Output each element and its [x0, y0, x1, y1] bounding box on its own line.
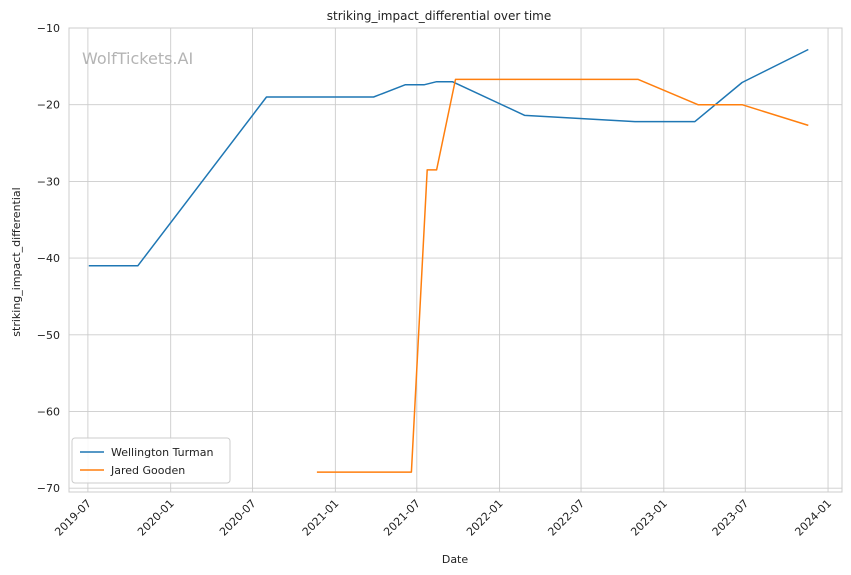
y-tick-label: −10 — [37, 22, 60, 35]
series-line-jared-gooden — [316, 78, 809, 473]
legend-label-jared-gooden: Jared Gooden — [110, 464, 185, 477]
plot-area-border — [68, 27, 843, 493]
x-tick-label: 2020-07 — [217, 497, 259, 539]
plot-frame — [68, 27, 843, 493]
y-axis-ticks: −10 −20 −30 −40 −50 −60 −70 — [37, 22, 60, 495]
x-tick-label: 2021-01 — [300, 497, 342, 539]
legend-box — [71, 437, 231, 484]
x-tick-label: 2024-01 — [792, 497, 834, 539]
y-tick-label: −60 — [37, 405, 60, 418]
y-tick-label: −50 — [37, 329, 60, 342]
x-tick-label: 2022-07 — [545, 497, 587, 539]
series-line-wellington-turman — [88, 48, 809, 267]
x-tick-label: 2021-07 — [381, 497, 423, 539]
y-tick-label: −20 — [37, 99, 60, 112]
grid-layer — [69, 27, 842, 492]
x-tick-label: 2019-07 — [52, 497, 94, 539]
x-axis-ticks: 2019-07 2020-01 2020-07 2021-01 2021-07 2022-… — [52, 497, 834, 539]
watermark-text: WolfTickets.AI — [82, 49, 193, 68]
legend: Wellington Turman Jared Gooden — [71, 437, 231, 484]
y-axis-label: striking_impact_differential — [10, 187, 23, 336]
x-axis-label: Date — [442, 553, 469, 566]
y-tick-label: −40 — [37, 252, 60, 265]
x-tick-label: 2022-01 — [464, 497, 506, 539]
legend-label-wellington-turman: Wellington Turman — [111, 446, 213, 459]
x-tick-label: 2023-07 — [710, 497, 752, 539]
chart-title: striking_impact_differential over time — [327, 9, 552, 23]
series-layer — [88, 48, 809, 473]
x-tick-label: 2020-01 — [135, 497, 177, 539]
y-tick-label: −30 — [37, 175, 60, 188]
y-tick-label: −70 — [37, 482, 60, 495]
x-tick-label: 2023-01 — [628, 497, 670, 539]
